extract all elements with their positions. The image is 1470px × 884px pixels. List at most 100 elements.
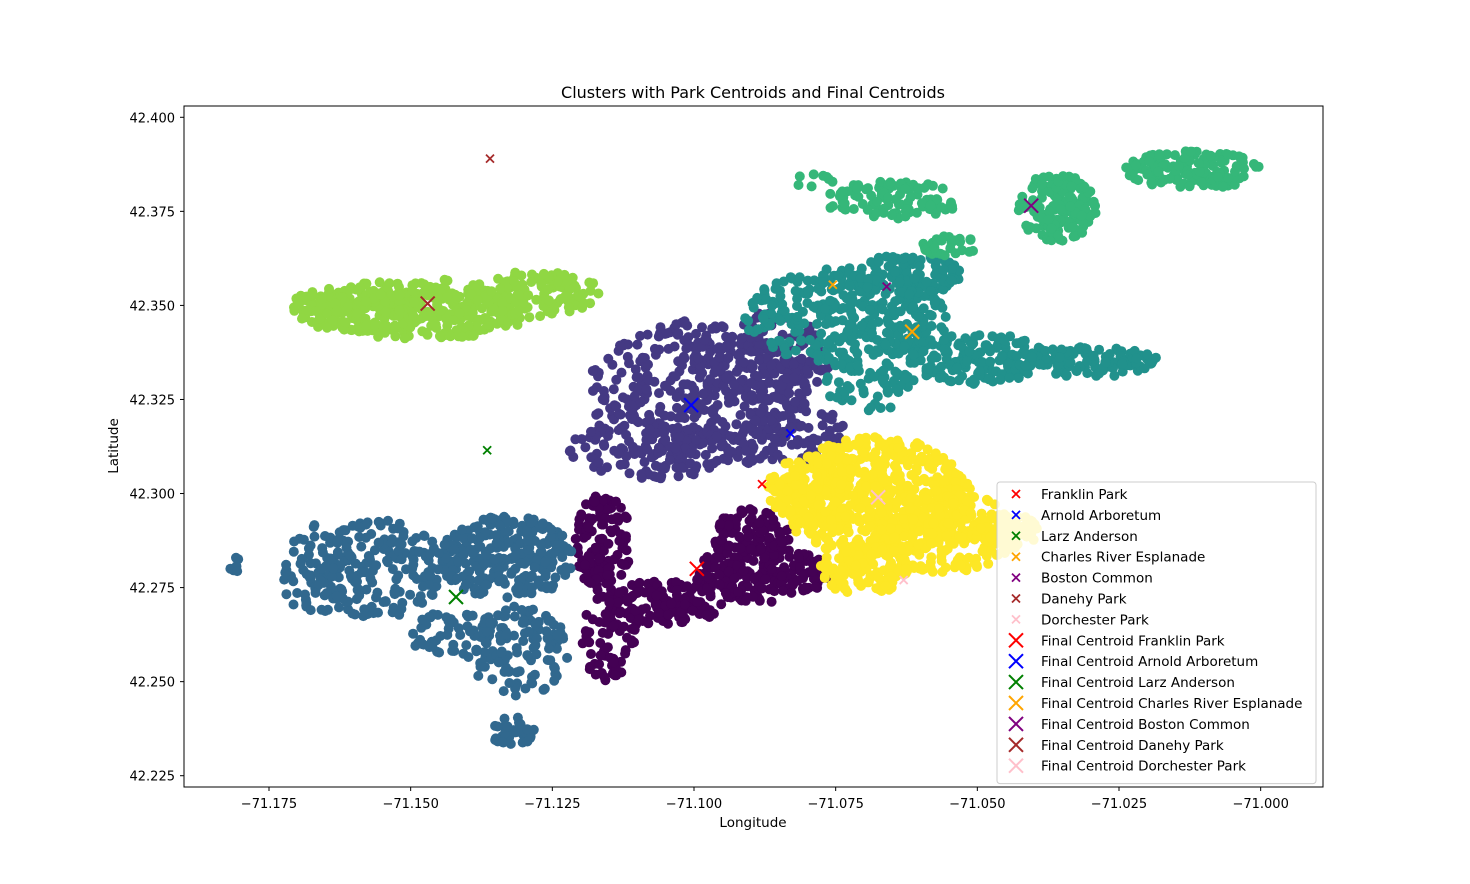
data-point bbox=[947, 201, 957, 211]
data-point bbox=[1185, 146, 1196, 157]
data-point bbox=[622, 632, 632, 643]
data-point bbox=[956, 532, 967, 543]
data-point bbox=[289, 536, 300, 547]
data-point bbox=[824, 352, 834, 363]
data-point bbox=[463, 320, 474, 331]
data-point bbox=[785, 506, 796, 517]
data-point bbox=[926, 353, 937, 364]
data-point bbox=[1170, 150, 1180, 161]
data-point bbox=[557, 530, 568, 541]
legend-label: Larz Anderson bbox=[1041, 529, 1138, 545]
data-point bbox=[746, 390, 757, 401]
data-point bbox=[971, 560, 982, 571]
data-point bbox=[718, 322, 729, 333]
data-point bbox=[373, 516, 384, 527]
data-point bbox=[740, 445, 751, 456]
data-point bbox=[676, 411, 687, 422]
legend-label: Final Centroid Dorchester Park bbox=[1041, 759, 1246, 775]
data-point bbox=[602, 570, 613, 581]
data-point bbox=[908, 514, 919, 525]
data-point bbox=[642, 444, 653, 455]
data-point bbox=[639, 457, 650, 467]
data-point bbox=[850, 339, 860, 350]
data-point bbox=[740, 595, 751, 606]
data-point bbox=[530, 640, 541, 651]
data-point bbox=[578, 288, 589, 299]
x-axis-ticks: −71.175 −71.150 −71.125 −71.100 −71.075 −71.0… bbox=[241, 787, 1289, 812]
data-point bbox=[805, 356, 816, 367]
data-point bbox=[916, 198, 927, 209]
data-point bbox=[892, 496, 903, 507]
data-point bbox=[933, 455, 944, 466]
data-point bbox=[865, 402, 876, 413]
data-point bbox=[1061, 370, 1072, 381]
data-point bbox=[650, 460, 661, 471]
data-point bbox=[1081, 343, 1092, 354]
data-point bbox=[800, 582, 811, 593]
data-point bbox=[479, 559, 490, 569]
data-point bbox=[422, 329, 433, 340]
data-point bbox=[614, 587, 625, 598]
data-point bbox=[345, 550, 356, 561]
data-point bbox=[620, 511, 631, 522]
data-point bbox=[752, 324, 763, 335]
data-point bbox=[503, 526, 514, 537]
data-point bbox=[1034, 359, 1045, 370]
data-point bbox=[801, 386, 812, 397]
data-point bbox=[674, 432, 685, 443]
data-point bbox=[867, 319, 878, 330]
data-point bbox=[926, 310, 937, 321]
y-tick-label: 42.375 bbox=[130, 205, 176, 220]
data-point bbox=[653, 442, 664, 453]
data-point bbox=[522, 724, 533, 735]
data-point bbox=[803, 288, 814, 299]
data-point bbox=[818, 277, 828, 287]
data-point bbox=[798, 438, 809, 449]
data-point bbox=[366, 601, 377, 612]
data-point bbox=[288, 599, 299, 610]
data-point bbox=[594, 617, 605, 627]
data-point bbox=[280, 567, 291, 578]
data-point bbox=[925, 562, 936, 573]
data-point bbox=[817, 364, 828, 375]
data-point bbox=[955, 560, 966, 571]
legend-label: Boston Common bbox=[1041, 571, 1153, 587]
data-point bbox=[683, 424, 694, 435]
data-point bbox=[832, 392, 842, 403]
data-point bbox=[943, 518, 954, 529]
data-point bbox=[509, 611, 520, 622]
data-point bbox=[691, 328, 701, 339]
data-point bbox=[811, 534, 821, 545]
data-point bbox=[918, 303, 929, 314]
data-point bbox=[693, 353, 703, 364]
data-point bbox=[659, 463, 670, 474]
data-point bbox=[424, 549, 435, 559]
data-point bbox=[593, 457, 604, 468]
data-point bbox=[731, 419, 742, 430]
legend-label: Final Centroid Arnold Arboretum bbox=[1041, 654, 1258, 670]
data-point bbox=[562, 652, 573, 663]
data-point bbox=[746, 513, 757, 523]
data-point bbox=[900, 373, 911, 384]
data-point bbox=[386, 537, 397, 548]
data-point bbox=[557, 552, 568, 563]
data-point bbox=[934, 503, 944, 514]
data-point bbox=[927, 528, 938, 539]
data-point bbox=[471, 644, 482, 655]
data-point bbox=[1173, 161, 1184, 171]
data-point bbox=[827, 201, 838, 212]
data-point bbox=[758, 449, 769, 460]
data-point bbox=[679, 599, 690, 610]
data-point bbox=[597, 394, 608, 405]
data-point bbox=[836, 466, 847, 477]
data-point bbox=[358, 611, 369, 622]
data-point bbox=[509, 276, 520, 287]
data-point bbox=[877, 304, 888, 315]
data-point bbox=[481, 626, 492, 637]
data-point bbox=[1146, 177, 1157, 188]
data-point bbox=[882, 386, 893, 397]
data-point bbox=[823, 174, 834, 185]
data-point bbox=[844, 319, 855, 330]
data-point bbox=[1027, 183, 1038, 194]
data-point bbox=[855, 273, 866, 283]
